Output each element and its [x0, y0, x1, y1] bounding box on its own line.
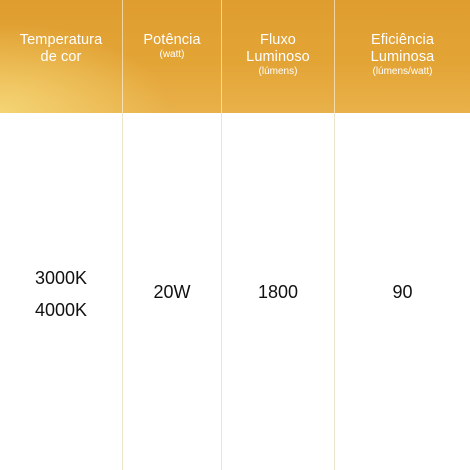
header-title-line: Luminosa — [370, 49, 435, 65]
cell-power: 20W — [123, 113, 222, 470]
color-temperature-value: 3000K — [34, 267, 88, 288]
table-header: Temperatura de cor Potência (watt) Fluxo… — [0, 0, 470, 113]
header-power: Potência (watt) — [123, 0, 222, 113]
color-temperature-value: 4000K — [34, 299, 88, 320]
header-color-temperature: Temperatura de cor — [0, 0, 123, 113]
header-title-line: Fluxo — [260, 32, 296, 48]
header-subtitle: (watt) — [159, 49, 185, 60]
power-value: 20W — [153, 281, 191, 302]
header-luminous-flux: Fluxo Luminoso (lúmens) — [222, 0, 335, 113]
efficiency-value: 90 — [392, 281, 413, 302]
header-subtitle: (lúmens/watt) — [372, 66, 433, 77]
header-title-line: Eficiência — [370, 32, 435, 48]
flux-value: 1800 — [257, 281, 299, 302]
cell-color-temperatures: 3000K 4000K — [0, 113, 123, 470]
header-title-line: Luminoso — [246, 49, 310, 65]
header-subtitle: (lúmens) — [258, 66, 298, 77]
header-title-line: Potência — [143, 32, 201, 48]
header-title-line: Temperatura — [19, 32, 103, 48]
cell-efficiency: 90 — [335, 113, 470, 470]
cell-flux: 1800 — [222, 113, 335, 470]
header-title-line: de cor — [40, 49, 82, 65]
header-luminous-efficiency: Eficiência Luminosa (lúmens/watt) — [335, 0, 470, 113]
